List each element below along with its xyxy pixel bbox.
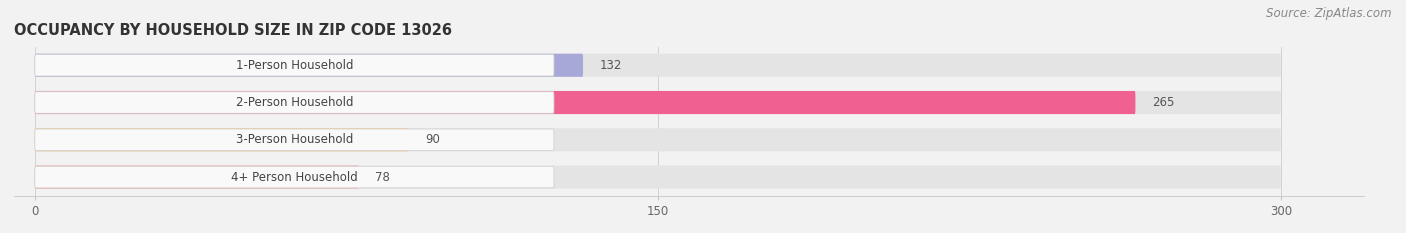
FancyBboxPatch shape [35,128,409,151]
Text: OCCUPANCY BY HOUSEHOLD SIZE IN ZIP CODE 13026: OCCUPANCY BY HOUSEHOLD SIZE IN ZIP CODE … [14,24,453,38]
FancyBboxPatch shape [35,165,359,189]
Text: 78: 78 [375,171,391,184]
FancyBboxPatch shape [35,55,554,76]
FancyBboxPatch shape [35,54,583,77]
Text: 4+ Person Household: 4+ Person Household [231,171,357,184]
FancyBboxPatch shape [35,91,1136,114]
FancyBboxPatch shape [35,129,554,151]
FancyBboxPatch shape [35,54,1281,77]
Text: 3-Person Household: 3-Person Household [236,133,353,146]
Text: Source: ZipAtlas.com: Source: ZipAtlas.com [1267,7,1392,20]
Text: 2-Person Household: 2-Person Household [236,96,353,109]
Text: 132: 132 [599,59,621,72]
FancyBboxPatch shape [35,128,1281,151]
FancyBboxPatch shape [35,166,554,188]
FancyBboxPatch shape [35,92,554,113]
Text: 1-Person Household: 1-Person Household [236,59,353,72]
Text: 90: 90 [425,133,440,146]
Text: 265: 265 [1152,96,1174,109]
FancyBboxPatch shape [35,91,1281,114]
FancyBboxPatch shape [35,165,1281,189]
